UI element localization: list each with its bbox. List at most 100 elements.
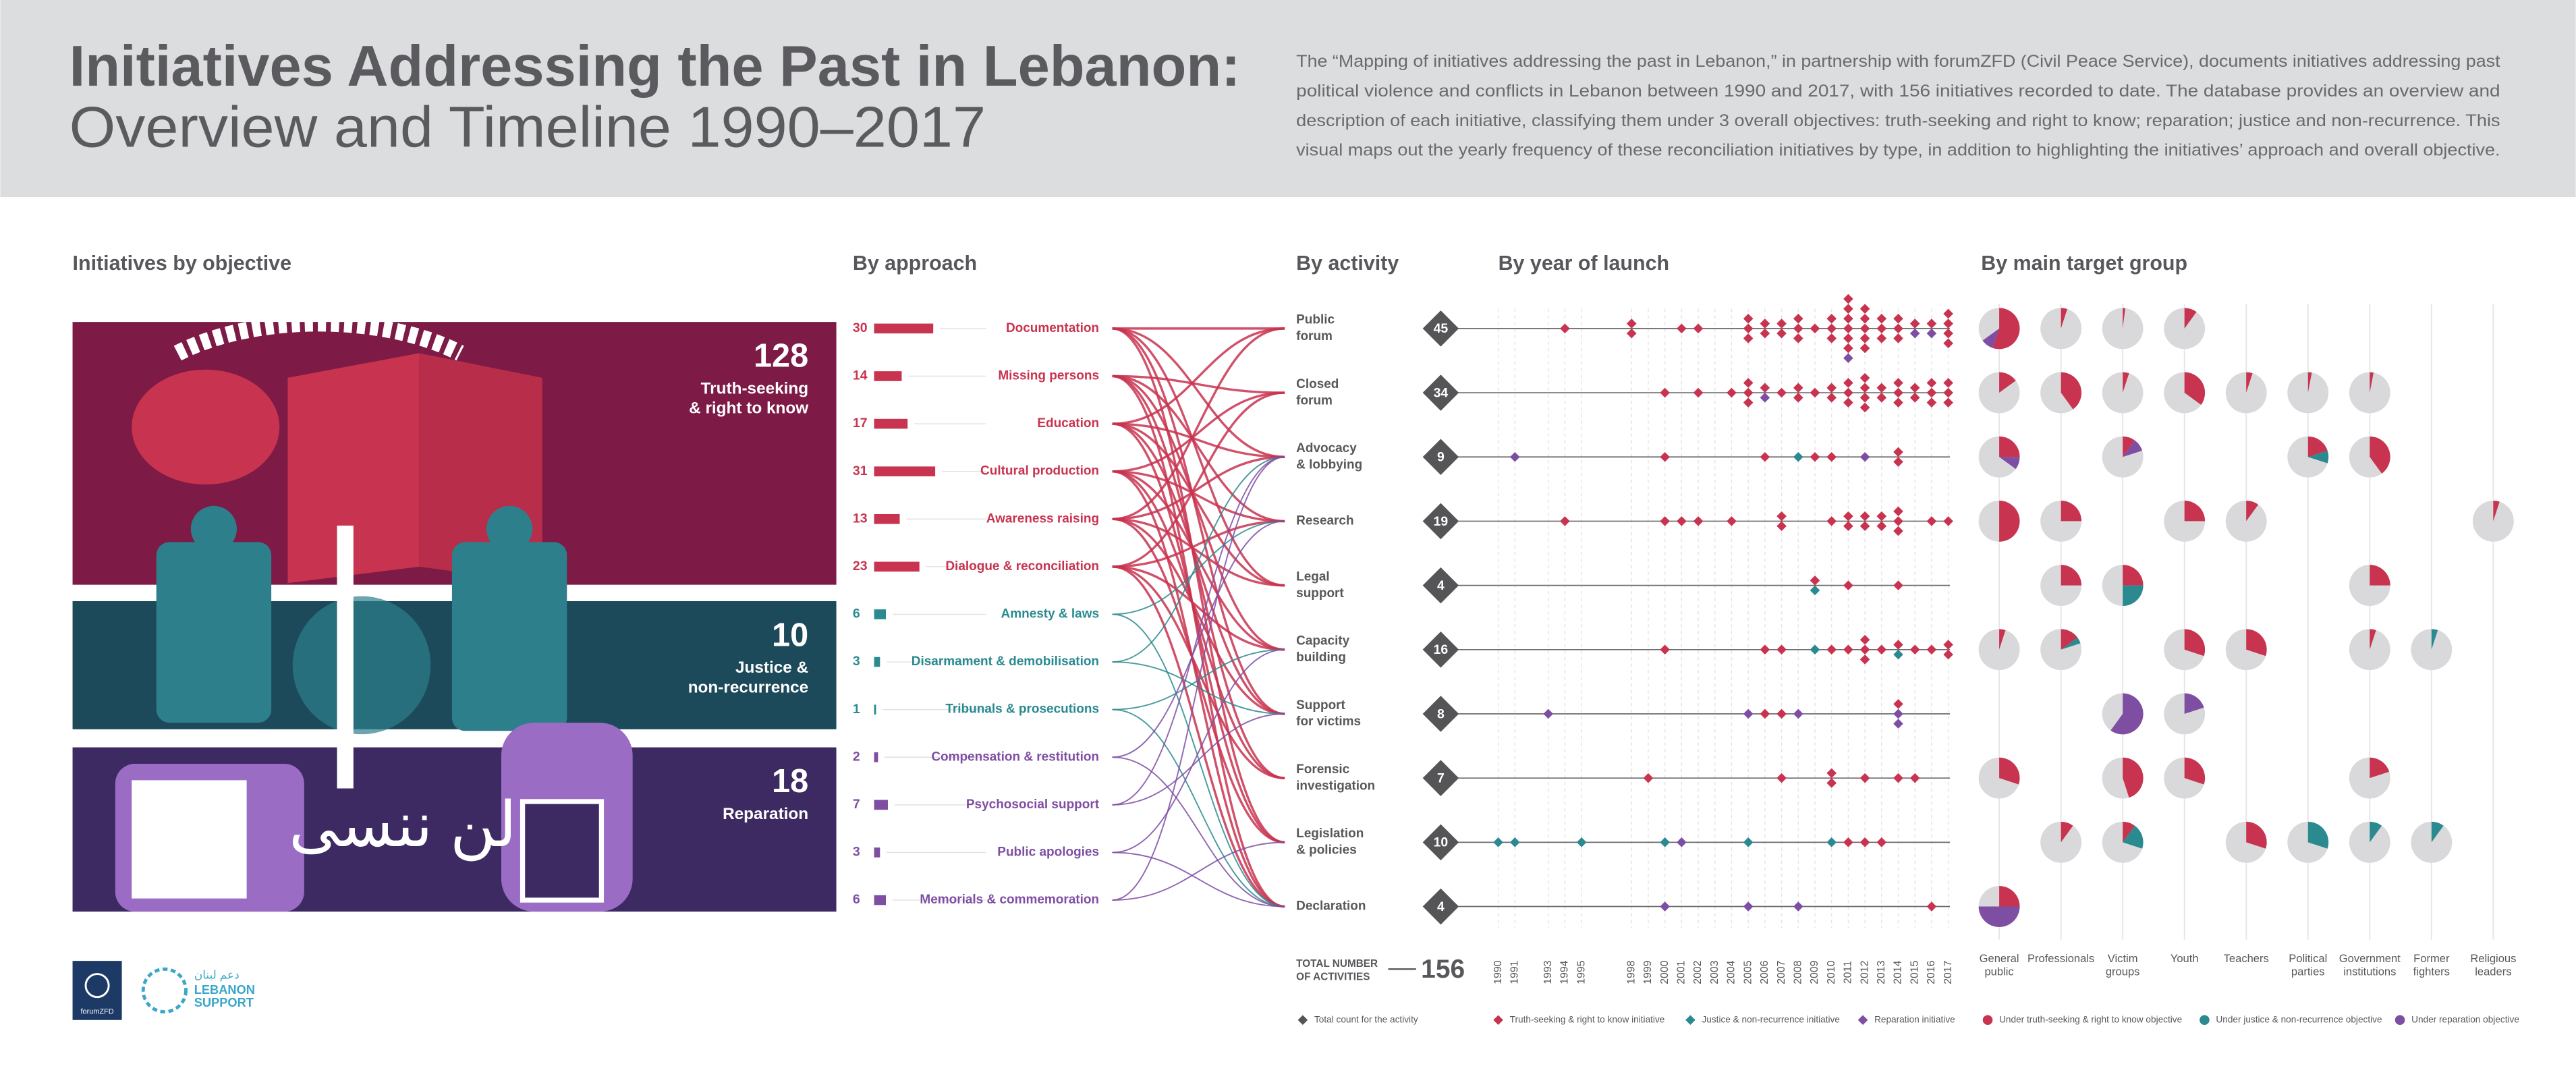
- activity-label: Support: [1296, 698, 1345, 713]
- launch-diamond: [1843, 378, 1853, 388]
- pie-slice: [2370, 629, 2376, 650]
- launch-diamond: [1826, 333, 1837, 343]
- flow-link: [1112, 422, 1285, 587]
- rifle: [337, 526, 354, 789]
- pie-slice: [1999, 757, 2020, 785]
- pie-slice: [2307, 450, 2329, 464]
- pie-slice: [2431, 821, 2444, 843]
- launch-diamond: [1926, 328, 1937, 339]
- launch-diamond: [1826, 313, 1837, 324]
- flow-link: [1112, 327, 1285, 520]
- flow-link: [1112, 455, 1285, 520]
- launch-diamond: [1793, 901, 1803, 912]
- pie-slice: [2123, 440, 2143, 457]
- objective-count: 128: [754, 338, 808, 374]
- launch-diamond: [1893, 506, 1903, 517]
- launch-diamond: [1876, 644, 1887, 655]
- launch-diamond: [1826, 644, 1837, 655]
- activity-total-diamond: [1422, 696, 1459, 732]
- objective-label: Justice &: [735, 659, 808, 677]
- flow-link: [1112, 327, 1285, 458]
- launch-diamond: [1859, 313, 1870, 324]
- launch-diamond: [1843, 387, 1853, 398]
- approach-label: Awareness raising: [986, 511, 1099, 526]
- activity-total-diamond: [1422, 374, 1459, 411]
- year-tick-label: 2004: [1726, 960, 1737, 984]
- approach-count: 3: [853, 654, 860, 669]
- launch-diamond: [1893, 387, 1903, 398]
- launch-diamond: [1677, 837, 1687, 847]
- year-tick-label: 2017: [1942, 961, 1954, 984]
- target-group-label: Professionals: [2027, 952, 2094, 965]
- launch-diamond: [1859, 654, 1870, 665]
- activity-label: support: [1296, 586, 1344, 601]
- pie-slice: [2493, 501, 2500, 522]
- description-line: description of each initiative, classify…: [1296, 111, 2500, 130]
- launch-diamond: [1859, 644, 1870, 655]
- launch-diamond: [1876, 333, 1887, 343]
- pie-slice: [1999, 436, 2020, 457]
- legend-label: Truth-seeking & right to know initiative: [1510, 1014, 1665, 1024]
- launch-diamond: [1926, 901, 1937, 912]
- launch-diamond: [1760, 644, 1770, 655]
- launch-diamond: [1943, 397, 1953, 408]
- title: Initiatives Addressing the Past in Leban…: [69, 34, 1241, 99]
- launch-diamond: [1876, 511, 1887, 522]
- flow-link: [1112, 327, 1285, 844]
- activity-total-diamond: [1422, 760, 1459, 796]
- launch-diamond: [1826, 323, 1837, 334]
- launch-diamond: [1560, 516, 1570, 526]
- year-tick-label: 2002: [1692, 961, 1704, 984]
- target-group-label: Religious: [2470, 952, 2516, 965]
- flow-link: [1112, 374, 1285, 908]
- launch-diamond: [1926, 516, 1937, 526]
- launch-diamond: [1843, 304, 1853, 314]
- launch-diamond: [1843, 837, 1853, 847]
- activity-label: for victims: [1296, 715, 1361, 729]
- approach-label: Cultural production: [980, 464, 1099, 478]
- approach-bar: [874, 323, 934, 334]
- approach-label: Tribunals & prosecutions: [945, 702, 1099, 717]
- launch-diamond: [1576, 837, 1587, 847]
- launch-diamond: [1909, 644, 1920, 655]
- year-tick-label: 1994: [1559, 960, 1571, 984]
- flow-link: [1112, 456, 1285, 806]
- target-group-label: leaders: [2475, 966, 2511, 978]
- launch-diamond: [1859, 511, 1870, 522]
- pie-slice: [2184, 308, 2197, 329]
- approach-label: Dialogue & reconciliation: [945, 559, 1099, 574]
- objective-count: 10: [772, 617, 808, 653]
- launch-diamond: [1859, 773, 1870, 783]
- lebanon-support-mark: [141, 967, 188, 1014]
- activity-total-diamond: [1422, 824, 1459, 861]
- approach-bar: [874, 704, 876, 715]
- flow-link: [1112, 520, 1285, 758]
- target-group-label: institutions: [2343, 966, 2396, 978]
- approach-bar: [874, 847, 880, 858]
- launch-diamond: [1893, 323, 1903, 334]
- pie-slice: [2184, 501, 2206, 522]
- launch-diamond: [1859, 343, 1870, 354]
- launch-diamond: [1743, 708, 1754, 719]
- flow-link: [1112, 374, 1285, 523]
- activity-label: Advocacy: [1296, 441, 1357, 455]
- launch-diamond: [1926, 397, 1937, 408]
- objective-label: non-recurrence: [688, 678, 808, 696]
- launch-diamond: [1926, 387, 1937, 398]
- approach-label: Memorials & commemoration: [920, 893, 1099, 907]
- approach-label: Public apologies: [997, 845, 1099, 859]
- launch-diamond: [1926, 644, 1937, 655]
- launch-diamond: [1909, 393, 1920, 403]
- launch-diamond: [1876, 313, 1887, 324]
- launch-diamond: [1893, 526, 1903, 536]
- forum-logo-text: forumZFD: [80, 1007, 113, 1015]
- target-group-label: fighters: [2413, 966, 2450, 978]
- flow-link: [1112, 374, 1285, 651]
- launch-diamond: [1793, 313, 1803, 324]
- lebanon-support-text: SUPPORT: [194, 995, 254, 1009]
- launch-diamond: [1776, 328, 1787, 339]
- launch-diamond: [1693, 516, 1704, 526]
- launch-diamond: [1760, 318, 1770, 329]
- approach-count: 3: [853, 845, 860, 860]
- flow-link: [1112, 713, 1285, 806]
